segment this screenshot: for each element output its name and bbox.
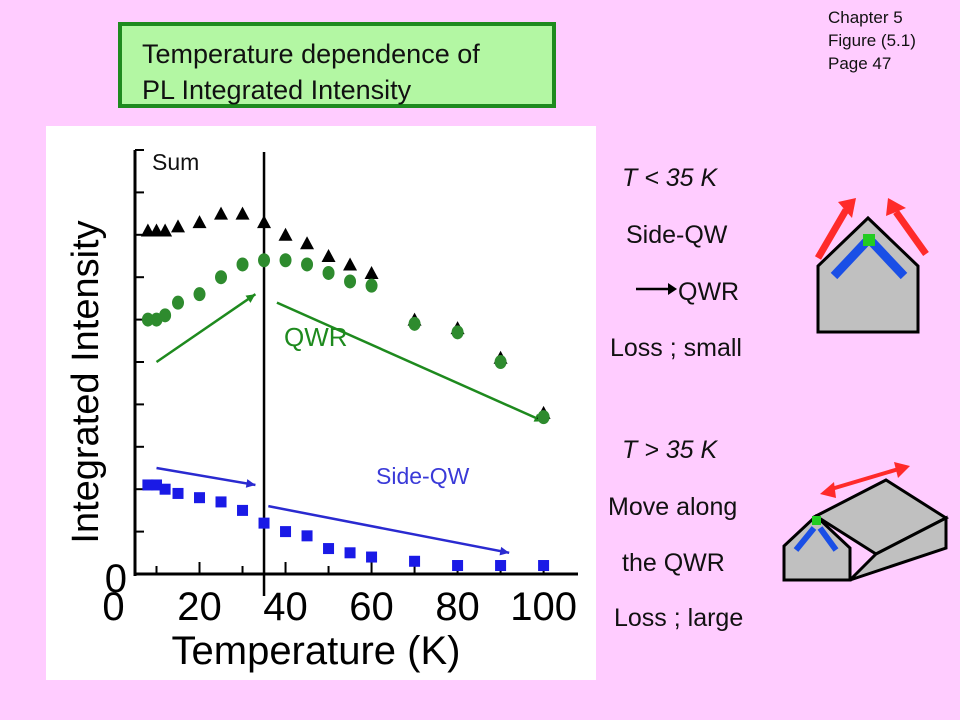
- qwr-point: [451, 325, 464, 340]
- side-qw-point: [142, 479, 154, 491]
- move-along-label: Move along: [608, 493, 738, 521]
- x-axis-label: Temperature (K): [172, 629, 461, 673]
- trend-arrow-line: [276, 301, 545, 423]
- side-qw-point: [237, 504, 249, 516]
- side-qw-point: [258, 517, 270, 529]
- trend-arrow-line: [268, 504, 510, 555]
- side-qw-point: [323, 543, 335, 555]
- side-qw-point: [538, 560, 550, 572]
- qwr-cross-section-diagram: [814, 198, 929, 334]
- side-qw-point: [194, 492, 206, 504]
- sum-annotation: Sum: [152, 149, 199, 175]
- qwr-point: [172, 295, 185, 310]
- title-box: Temperature dependence of PL Integrated …: [118, 22, 556, 108]
- qwr-point: [537, 410, 550, 425]
- trend-arrow-line: [155, 293, 257, 364]
- trend-arrow-line: [156, 466, 256, 487]
- red-arrow-right: [893, 209, 929, 257]
- qwr-point: [365, 278, 378, 293]
- red-arrow-left: [814, 208, 850, 260]
- qwr-dot: [812, 516, 821, 525]
- side-qw-annotation: Side-QW: [376, 463, 470, 489]
- chart-panel: 0 20 40 60 80 100 Temperature (K) Integrated In…: [46, 126, 596, 680]
- qwr-label: QWR: [678, 278, 740, 306]
- low-temperature-label: T < 35 K: [622, 164, 718, 192]
- qwr-3d-diagram: [782, 462, 950, 582]
- qwr-point: [258, 253, 271, 268]
- y-axis-label: Integrated Intensity: [65, 220, 107, 543]
- chapter-label: Chapter 5: [828, 8, 903, 27]
- trend-arrow-head: [245, 479, 256, 488]
- side-qw-left: [830, 238, 870, 280]
- title-line-1: Temperature dependence of: [142, 39, 480, 69]
- the-qwr-label: the QWR: [622, 549, 725, 577]
- sum-point: [321, 249, 336, 262]
- side-qw-point: [215, 496, 227, 508]
- side-qw-point: [409, 555, 421, 567]
- sum-point: [278, 227, 293, 241]
- x-tick-label: 60: [349, 585, 394, 629]
- sum-point: [300, 236, 315, 250]
- side-qw-label: Side-QW: [626, 221, 728, 249]
- trend-arrow-head: [499, 546, 510, 556]
- sum-point: [171, 219, 186, 233]
- sum-point: [343, 257, 358, 271]
- title-line-2: PL Integrated Intensity: [142, 75, 412, 105]
- qwr-point: [322, 265, 335, 280]
- qwr-point: [141, 312, 154, 327]
- qwr-point: [344, 274, 357, 289]
- front-face: [782, 513, 852, 582]
- sum-point: [158, 223, 173, 237]
- cross-section-body: [816, 215, 920, 334]
- side-qw-point: [366, 551, 378, 563]
- qwr-point: [494, 355, 507, 369]
- qwr-point: [279, 253, 292, 268]
- sum-point: [192, 215, 207, 229]
- x-tick-label: 100: [510, 585, 577, 629]
- side-qw-point: [301, 530, 313, 542]
- side-qw-point: [151, 479, 163, 491]
- qwr-point: [236, 257, 249, 272]
- side-qw-point: [495, 560, 507, 572]
- x-tick-label: 0: [102, 585, 124, 629]
- x-tick-label: 40: [263, 585, 308, 629]
- integrated-intensity-chart: 0 20 40 60 80 100 Temperature (K) Integrated In…: [65, 149, 578, 673]
- side-qw-point: [172, 487, 184, 499]
- trend-arrow-head: [245, 294, 256, 303]
- side-qw-right: [868, 238, 908, 280]
- right-arrow-icon: [636, 283, 677, 295]
- sum-point: [364, 265, 379, 279]
- sum-point: [214, 206, 229, 220]
- qwr-point: [408, 316, 421, 331]
- chapter-reference: Chapter 5 Figure (5.1) Page 47: [828, 6, 916, 75]
- figure-label: Figure (5.1): [828, 31, 916, 50]
- qwr-point: [215, 270, 228, 285]
- high-temperature-label: T > 35 K: [622, 436, 718, 464]
- page-label: Page 47: [828, 54, 892, 73]
- loss-small-label: Loss ; small: [610, 334, 742, 362]
- side-qw-point: [159, 483, 171, 495]
- loss-large-label: Loss ; large: [614, 604, 744, 632]
- y-zero-label: 0: [105, 557, 127, 601]
- side-qw-point: [280, 526, 292, 538]
- qwr-point: [193, 287, 206, 302]
- qwr-point: [159, 308, 172, 323]
- qwr-point: [301, 257, 314, 272]
- side-qw-point: [452, 560, 464, 572]
- qwr-dot: [863, 234, 875, 246]
- side-face: [848, 515, 948, 582]
- sum-point: [257, 215, 272, 229]
- x-tick-label: 80: [435, 585, 480, 629]
- sum-point: [235, 206, 250, 220]
- double-arrow: [827, 466, 903, 492]
- qwr-annotation: QWR: [284, 322, 348, 352]
- side-qw-point: [344, 547, 356, 559]
- x-tick-label: 20: [177, 585, 222, 629]
